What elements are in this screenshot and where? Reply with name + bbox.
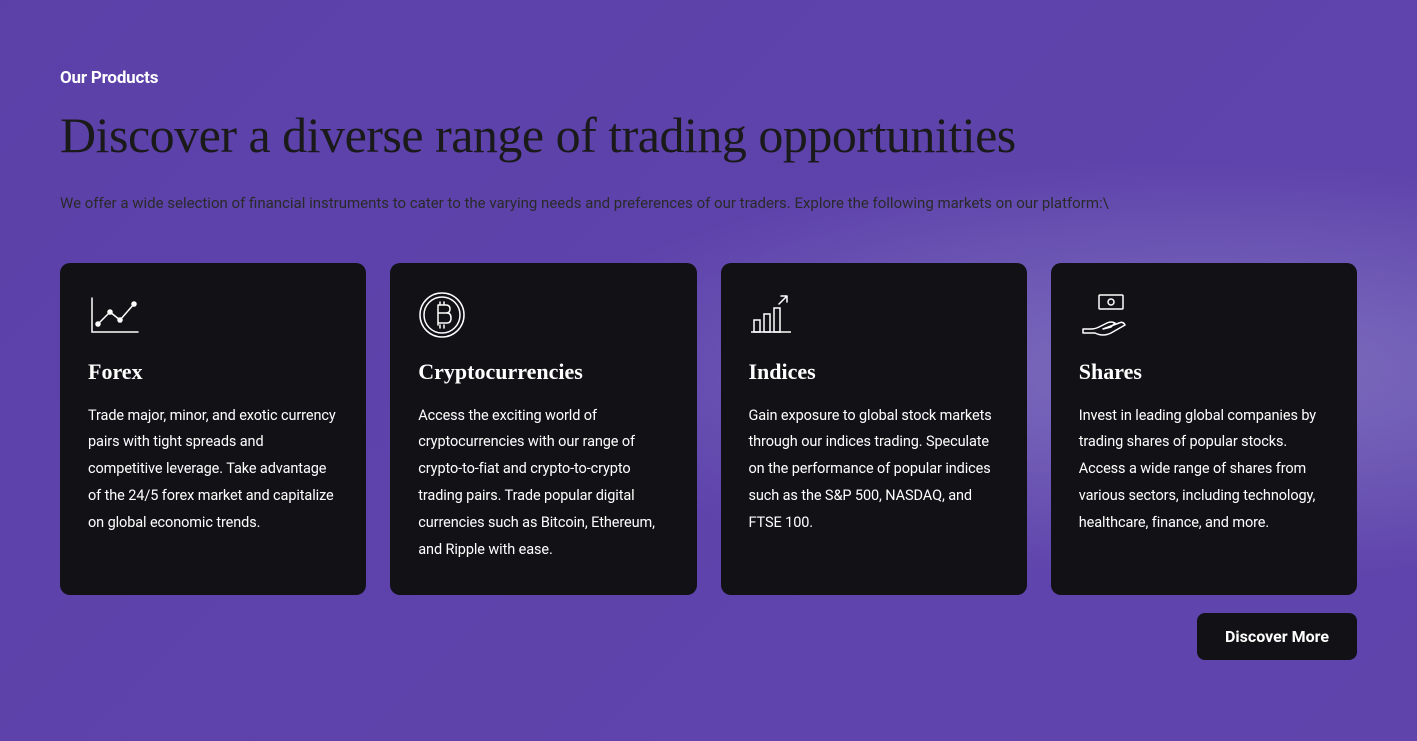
bitcoin-icon <box>418 291 668 339</box>
section-headline: Discover a diverse range of trading oppo… <box>60 106 1357 164</box>
card-title: Shares <box>1079 359 1329 385</box>
product-card-crypto: Cryptocurrencies Access the exciting wor… <box>390 263 696 596</box>
card-body: Invest in leading global companies by tr… <box>1079 403 1329 537</box>
product-card-forex: Forex Trade major, minor, and exotic cur… <box>60 263 366 596</box>
products-section: Our Products Discover a diverse range of… <box>0 0 1417 660</box>
discover-more-button[interactable]: Discover More <box>1197 613 1357 660</box>
card-body: Trade major, minor, and exotic currency … <box>88 403 338 537</box>
product-cards-grid: Forex Trade major, minor, and exotic cur… <box>60 263 1357 596</box>
cta-row: Discover More <box>60 613 1357 660</box>
hand-money-icon <box>1079 291 1329 339</box>
card-title: Forex <box>88 359 338 385</box>
chart-icon <box>88 291 338 339</box>
card-body: Gain exposure to global stock markets th… <box>749 403 999 537</box>
section-subtext: We offer a wide selection of financial i… <box>60 192 1357 215</box>
card-title: Indices <box>749 359 999 385</box>
card-title: Cryptocurrencies <box>418 359 668 385</box>
section-eyebrow: Our Products <box>60 68 1357 88</box>
bars-icon <box>749 291 999 339</box>
card-body: Access the exciting world of cryptocurre… <box>418 403 668 564</box>
product-card-shares: Shares Invest in leading global companie… <box>1051 263 1357 596</box>
product-card-indices: Indices Gain exposure to global stock ma… <box>721 263 1027 596</box>
